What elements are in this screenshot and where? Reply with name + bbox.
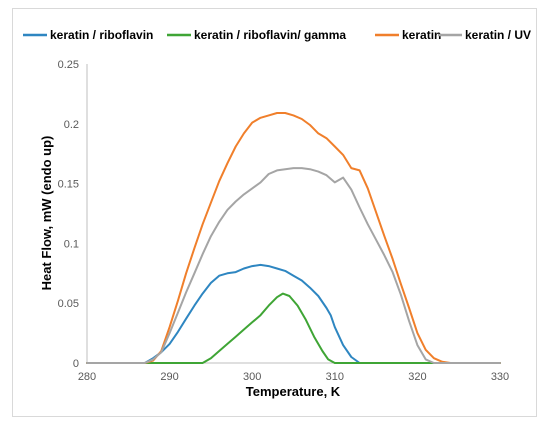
legend-label: keratin / UV [465, 28, 531, 42]
legend-label: keratin / riboflavin [50, 28, 153, 42]
x-tick-labels: 280 290 300 310 320 330 [78, 371, 509, 383]
y-tick-label: 0 [73, 358, 79, 370]
x-tick-label: 310 [326, 371, 344, 383]
series-line-2 [86, 112, 501, 364]
y-tick-labels: 0 0.05 0.1 0.15 0.2 0.25 [58, 59, 79, 370]
x-tick-label: 300 [243, 371, 261, 383]
series-lines [86, 112, 501, 364]
y-axis-title: Heat Flow, mW (endo up) [39, 136, 54, 291]
series-line-1 [86, 292, 501, 364]
x-tick-label: 330 [491, 371, 509, 383]
chart-frame [12, 8, 537, 417]
y-tick-label: 0.25 [58, 59, 79, 71]
y-tick-label: 0.15 [58, 179, 79, 191]
legend-label: keratin [402, 28, 441, 42]
series-line-3 [86, 167, 501, 364]
legend-label: keratin / riboflavin/ gamma [194, 28, 346, 42]
series-line-0 [86, 263, 501, 364]
y-tick-label: 0.2 [64, 119, 79, 131]
y-tick-label: 0.05 [58, 298, 79, 310]
x-axis-title: Temperature, K [246, 384, 341, 399]
y-tick-label: 0.1 [64, 238, 79, 250]
x-tick-label: 290 [160, 371, 178, 383]
legend: keratin / riboflavin keratin / riboflavin… [23, 28, 531, 42]
x-tick-label: 320 [408, 371, 426, 383]
x-tick-label: 280 [78, 371, 96, 383]
